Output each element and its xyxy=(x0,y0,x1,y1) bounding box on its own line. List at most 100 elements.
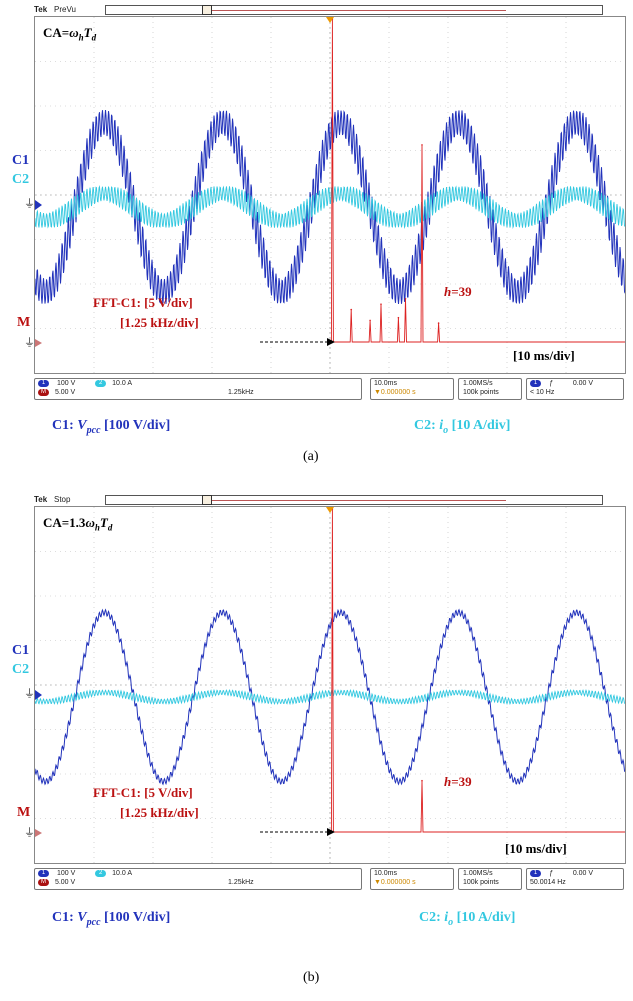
fft-peak-point xyxy=(380,303,382,306)
math-channel-label: M xyxy=(17,315,31,330)
caption-c2-var: i xyxy=(439,418,444,433)
trigger-slope-icon: ƒ xyxy=(548,870,553,878)
acquisition-box: 1.00MS/s 100k points xyxy=(458,868,522,890)
trigger-level: 0.00 V xyxy=(572,380,594,388)
graticule xyxy=(35,507,625,863)
record-length: 100k points xyxy=(463,879,499,886)
ground-marker-icon: ⏚ xyxy=(24,197,35,210)
math-badge-icon: M xyxy=(38,879,49,886)
caption-c1-scale: [100 V/div] xyxy=(100,418,171,433)
caption-c2-sub: o xyxy=(443,424,449,436)
harmonic-label: h=39 xyxy=(444,774,472,790)
harmonic-h: h xyxy=(444,774,452,789)
caption-c1-var: V xyxy=(77,418,87,433)
caption-c1-prefix: C1: xyxy=(52,418,78,433)
record-buffer-bar xyxy=(105,5,603,15)
fft-arrowhead-icon xyxy=(327,828,335,836)
trigger-row: 1 ƒ 0.00 V xyxy=(530,380,593,387)
ca-d-sub: d xyxy=(91,32,97,43)
caption-c2-prefix: C2: xyxy=(419,910,445,925)
sample-rate: 1.00MS/s xyxy=(463,380,493,387)
status-bar: 1 100 V 2 10.0 A M 5.00 V 1.25kHz 10.0ms… xyxy=(34,378,624,400)
time-div-label: [10 ms/div] xyxy=(505,841,567,856)
fft-label-line1: FFT-C1: [5 V/div] xyxy=(93,295,193,310)
ca-prefix: CA= xyxy=(43,25,70,40)
ca-d-sub: d xyxy=(107,522,113,533)
brand-logo: Tek xyxy=(34,5,48,14)
brand-logo: Tek xyxy=(34,495,48,504)
caption-c1: C1: Vpcc [100 V/div] xyxy=(52,418,170,436)
timebase-box: 10.0ms ▼0.000000 s xyxy=(370,868,454,890)
series-c2-trace xyxy=(35,688,625,706)
fft-peak-point xyxy=(369,319,371,322)
math-badge-icon: M xyxy=(38,389,49,396)
subfigure-label: (a) xyxy=(303,449,319,464)
ch1-offset-marker-icon xyxy=(35,200,42,210)
trigger-position: ▼0.000000 s xyxy=(374,879,416,886)
record-buffer-bar xyxy=(105,495,603,505)
caption-c1-sub: pcc xyxy=(86,916,101,928)
acquisition-box: 1.00MS/s 100k points xyxy=(458,378,522,400)
trigger-source-icon: 1 xyxy=(530,380,541,387)
caption-c2: C2: io [10 A/div] xyxy=(414,418,510,436)
math-scale: 5.00 V xyxy=(54,389,76,397)
buffer-window xyxy=(202,495,212,505)
timebase: 10.0ms xyxy=(374,380,397,387)
series-c1-trace xyxy=(35,110,625,304)
fft-label-line1: FFT-C1: [5 V/div] xyxy=(93,785,193,800)
channel1-label: C1 xyxy=(12,643,30,658)
math-channel-label: M xyxy=(17,805,31,820)
channel-scale-box: 1 100 V 2 10.0 A M 5.00 V 1.25kHz xyxy=(34,868,362,890)
channel-scale-row: 1 100 V 2 10.0 A xyxy=(38,870,132,877)
graticule xyxy=(35,17,625,373)
trigger-marker-icon xyxy=(326,17,334,23)
trigger-frequency: 50.0014 Hz xyxy=(530,879,566,886)
acquisition-state: PreVu xyxy=(54,5,76,14)
ch1-badge-icon: 1 xyxy=(38,380,49,387)
trigger-box: 1 ƒ 0.00 V < 10 Hz xyxy=(526,378,624,400)
time-div-label: [10 ms/div] xyxy=(513,348,575,363)
scope-screen: CA=ωhTd FFT-C1: [5 V/div] [1.25 kHz/div]… xyxy=(34,16,626,374)
harmonic-eq: =39 xyxy=(451,774,472,789)
timebase: 10.0ms xyxy=(374,870,397,877)
math-ground-marker-icon: ⏚ xyxy=(24,336,35,349)
ca-omega: ω xyxy=(69,25,79,40)
math-scale-row: M 5.00 V 1.25kHz xyxy=(38,879,254,887)
fft-peak-point xyxy=(437,322,440,324)
waveform-plot xyxy=(35,17,625,373)
trigger-row: 1 ƒ 0.00 V xyxy=(530,870,593,877)
math-scale: 5.00 V xyxy=(54,879,76,887)
fft-peak-point xyxy=(350,308,353,311)
math-ground-marker-icon: ⏚ xyxy=(24,826,35,839)
subfigure-label: (b) xyxy=(303,970,320,985)
ca-omega: ω xyxy=(85,515,95,530)
timebase-box: 10.0ms ▼0.000000 s xyxy=(370,378,454,400)
ch2-badge-icon: 2 xyxy=(95,870,107,877)
caption-c1-sub: pcc xyxy=(86,424,101,436)
trigger-box: 1 ƒ 0.00 V 50.0014 Hz xyxy=(526,868,624,890)
math-scale-row: M 5.00 V 1.25kHz xyxy=(38,389,254,397)
ca-h-sub: h xyxy=(94,522,100,533)
waveform-plot xyxy=(35,507,625,863)
fft-peak-point xyxy=(397,316,400,319)
ca-prefix: CA=1.3 xyxy=(43,515,86,530)
fft-peak-point xyxy=(421,779,423,782)
sample-rate: 1.00MS/s xyxy=(463,870,493,877)
caption-c2: C2: io [10 A/div] xyxy=(419,910,515,928)
ch1-badge-icon: 1 xyxy=(38,870,49,877)
series-m-fft-trace xyxy=(330,18,625,343)
ch1-scale: 100 V xyxy=(56,380,76,388)
scope-screen: CA=1.3ωhTd FFT-C1: [5 V/div] [1.25 kHz/d… xyxy=(34,506,626,864)
caption-c2-scale: [10 A/div] xyxy=(448,418,511,433)
record-length: 100k points xyxy=(463,389,499,396)
harmonic-eq: =39 xyxy=(451,284,472,299)
caption-c1-prefix: C1: xyxy=(52,910,78,925)
fft-peak-point xyxy=(404,298,407,300)
caption-c2-sub: o xyxy=(448,916,454,928)
ch2-scale: 10.0 A xyxy=(112,870,133,878)
caption-c1-var: V xyxy=(77,910,87,925)
caption-c2-prefix: C2: xyxy=(414,418,440,433)
fft-label-line2: [1.25 kHz/div] xyxy=(120,805,199,820)
ch2-badge-icon: 2 xyxy=(95,380,107,387)
scope-panel-a: Tek PreVu CA=ωhTd FFT-C1: [5 V/div] [1.2… xyxy=(0,0,633,490)
